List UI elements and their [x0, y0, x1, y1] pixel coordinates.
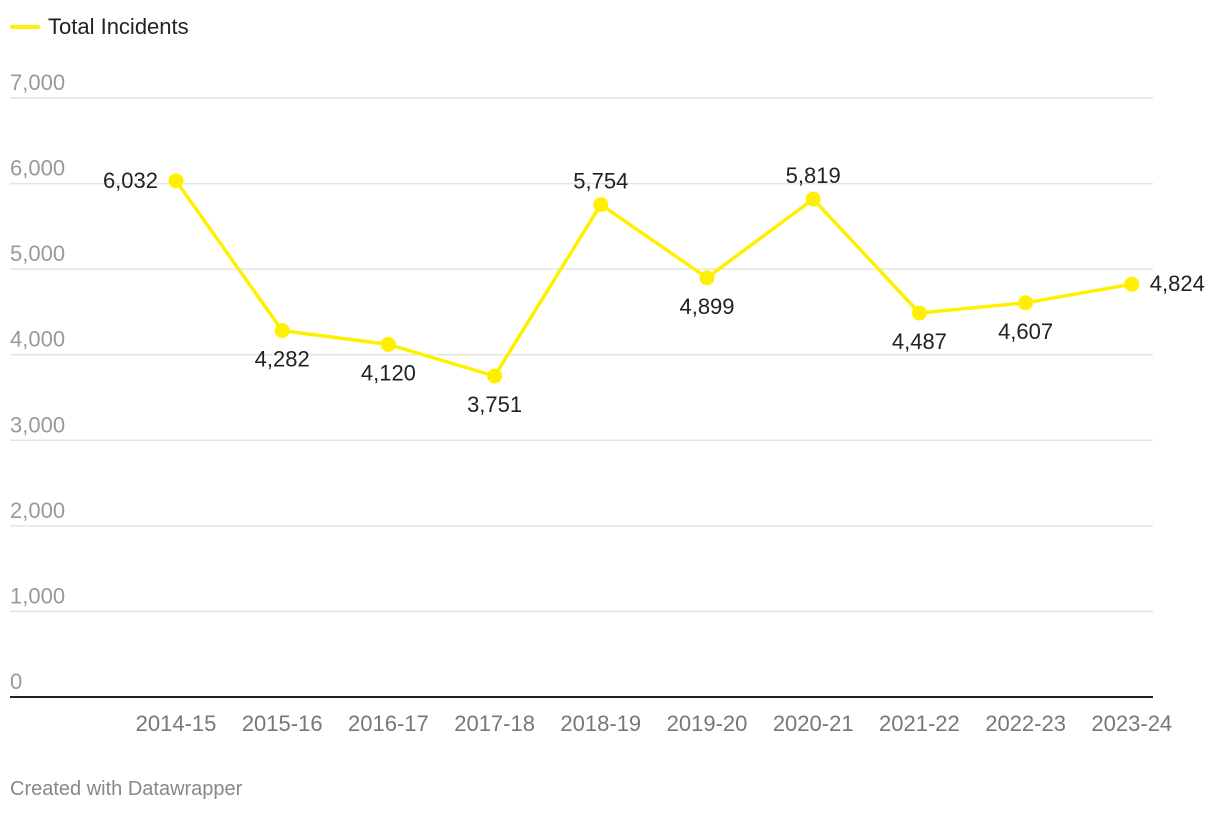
- y-tick-label: 5,000: [10, 241, 65, 266]
- data-label: 3,751: [467, 392, 522, 417]
- x-tick-label: 2020-21: [773, 711, 854, 736]
- data-point: [487, 368, 503, 384]
- data-label: 4,607: [998, 319, 1053, 344]
- chart-legend: Total Incidents: [10, 14, 189, 40]
- data-label: 4,120: [361, 360, 416, 385]
- data-label: 5,754: [573, 169, 628, 194]
- credit-text: Created with Datawrapper: [10, 778, 243, 800]
- data-labels: 6,032 4,282 4,120 3,751 5,754 4,899 5,819 4,487…: [103, 163, 1205, 417]
- y-tick-label: 0: [10, 669, 22, 694]
- series-line: [174, 179, 1134, 378]
- x-axis-ticks: 2014-15 2015-16 2016-17 2017-18 2018-19 2019-…: [136, 711, 1173, 736]
- data-label: 4,899: [679, 294, 734, 319]
- x-tick-label: 2022-23: [985, 711, 1066, 736]
- gridlines: [10, 97, 1153, 613]
- y-tick-label: 2,000: [10, 498, 65, 523]
- data-point: [274, 323, 290, 339]
- y-tick-label: 3,000: [10, 412, 65, 437]
- x-tick-label: 2017-18: [454, 711, 535, 736]
- x-tick-label: 2018-19: [560, 711, 641, 736]
- data-label: 6,032: [103, 168, 158, 193]
- legend-label: Total Incidents: [48, 14, 189, 39]
- data-label: 4,824: [1150, 271, 1205, 296]
- data-points: [168, 173, 1140, 384]
- data-label: 5,819: [786, 163, 841, 188]
- data-point: [911, 305, 927, 321]
- y-tick-label: 4,000: [10, 327, 65, 352]
- legend-swatch: [10, 25, 40, 29]
- y-tick-label: 1,000: [10, 583, 65, 608]
- data-point: [168, 173, 184, 189]
- y-tick-label: 7,000: [10, 70, 65, 95]
- data-point: [1018, 295, 1034, 311]
- x-tick-label: 2021-22: [879, 711, 960, 736]
- data-point: [805, 191, 821, 207]
- x-tick-label: 2023-24: [1091, 711, 1172, 736]
- x-tick-label: 2019-20: [667, 711, 748, 736]
- data-label: 4,487: [892, 329, 947, 354]
- y-axis-ticks: 0 1,000 2,000 3,000 4,000 5,000 6,000 7,000: [10, 70, 65, 694]
- data-label: 4,282: [255, 347, 310, 372]
- y-tick-label: 6,000: [10, 156, 65, 181]
- x-tick-label: 2014-15: [136, 711, 217, 736]
- series-line-layer: [174, 179, 1134, 378]
- data-point: [1124, 276, 1140, 292]
- x-tick-label: 2016-17: [348, 711, 429, 736]
- x-tick-label: 2015-16: [242, 711, 323, 736]
- data-point: [380, 336, 396, 352]
- data-point: [593, 197, 609, 213]
- data-point: [699, 270, 715, 286]
